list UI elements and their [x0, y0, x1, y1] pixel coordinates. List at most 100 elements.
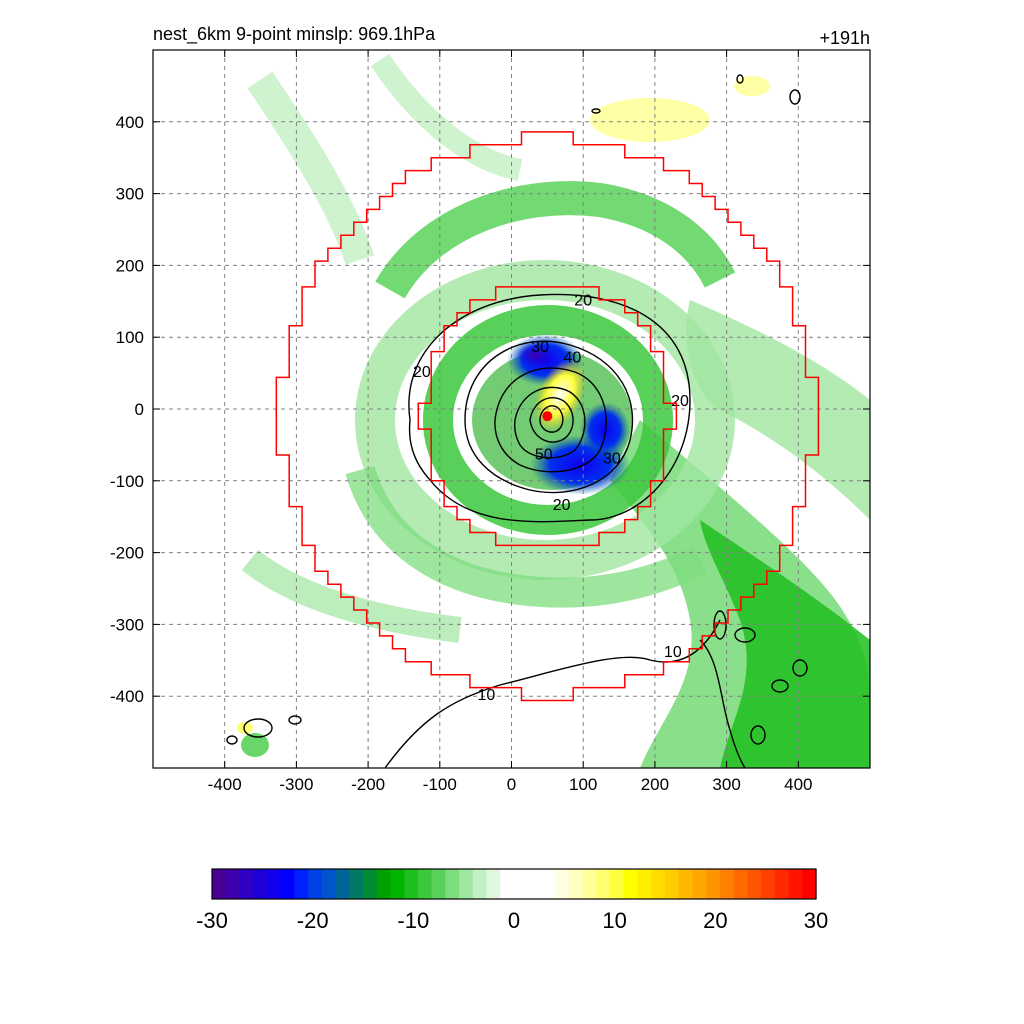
shade-northeast-yellow [734, 76, 770, 96]
contour-label-6: 30 [603, 450, 621, 467]
contour-small-3 [713, 610, 727, 640]
colorbar-segment-28 [596, 869, 611, 899]
axis-ticks: -400 -300 -200 -100 0 100 200 300 40040030020010… [110, 50, 870, 794]
shade-north-yellow [590, 98, 710, 142]
contour-label-3: 30 [531, 339, 549, 356]
x-tick-label-0: -400 [208, 775, 242, 794]
colorbar-segment-29 [610, 869, 625, 899]
x-tick-label-4: 0 [507, 775, 516, 794]
contour-label-4: 40 [564, 350, 582, 367]
y-tick-label-6: -200 [110, 544, 144, 563]
colorbar-segment-25 [555, 869, 570, 899]
colorbar-segment-8 [321, 869, 337, 899]
shade-southwest-arc [345, 465, 707, 608]
contour-50 [513, 386, 586, 459]
colorbar-segment-19 [472, 869, 488, 899]
colorbar-segment-16 [431, 869, 446, 899]
colorbar-segment-30 [623, 869, 639, 899]
colorbar-segment-40 [761, 869, 776, 899]
storm-center-marker [542, 411, 553, 422]
colorbar-segment-5 [280, 869, 295, 899]
colorbar-segment-0 [212, 869, 227, 899]
contour-label-8: 10 [478, 687, 496, 704]
y-tick-label-5: -100 [110, 472, 144, 491]
colorbar: -30 -20 -10 0 10 20 30 [196, 868, 828, 933]
x-tick-label-8: 400 [784, 775, 812, 794]
contour-label-1: 20 [413, 364, 431, 381]
colorbar-segment-31 [637, 869, 652, 899]
contour-small-2 [734, 627, 756, 643]
shade-west-band [241, 549, 462, 643]
colorbar-label-5: 20 [703, 908, 727, 933]
y-tick-label-1: 300 [116, 185, 144, 204]
x-tick-label-1: -300 [279, 775, 313, 794]
contour-small-4 [771, 679, 789, 693]
shade-north-arc [375, 181, 736, 299]
colorbar-segment-38 [733, 869, 748, 899]
colorbar-segment-11 [363, 869, 378, 899]
colorbar-segment-26 [568, 869, 584, 899]
colorbar-segment-15 [417, 869, 433, 899]
y-tick-label-7: -300 [110, 615, 144, 634]
colorbar-segment-9 [335, 869, 350, 899]
shade-mid-ring [423, 305, 673, 535]
colorbar-segment-24 [541, 869, 556, 899]
time-label: +191h [819, 28, 870, 48]
contour-label-2: 20 [671, 393, 689, 410]
y-tick-label-0: 400 [116, 113, 144, 132]
colorbar-segment-41 [774, 869, 790, 899]
shade-core-purple [517, 343, 553, 367]
contour-label-5: 50 [535, 447, 553, 464]
contour-40 [494, 367, 607, 473]
colorbar-segment-32 [651, 869, 666, 899]
colorbar-segment-33 [665, 869, 680, 899]
colorbar-label-4: 10 [602, 908, 626, 933]
colorbar-segment-42 [788, 869, 803, 899]
colorbar-label-3: 0 [508, 908, 520, 933]
colorbar-segment-7 [308, 869, 323, 899]
y-tick-label-3: 100 [116, 328, 144, 347]
y-tick-label-2: 200 [116, 256, 144, 275]
colorbar-segment-13 [390, 869, 405, 899]
colorbar-segment-22 [514, 869, 529, 899]
colorbar-label-6: 30 [804, 908, 828, 933]
colorbar-segment-2 [239, 869, 254, 899]
plot-area: 20 20 20 30 40 50 30 20 10 10 [153, 50, 870, 768]
colorbar-segment-3 [253, 869, 268, 899]
colorbar-segment-18 [459, 869, 474, 899]
colorbar-label-0: -30 [196, 908, 228, 933]
shade-north-upper [247, 71, 375, 265]
contour-label-9: 10 [664, 644, 682, 661]
colorbar-segment-21 [500, 869, 515, 899]
contour-small-5 [792, 659, 808, 677]
contour-10-east [699, 639, 746, 768]
contour-70 [539, 405, 564, 433]
x-tick-label-5: 100 [569, 775, 597, 794]
contour-labels: 20 20 20 30 40 50 30 20 10 10 [413, 292, 689, 704]
colorbar-segment-6 [294, 869, 309, 899]
shade-east-band [686, 300, 870, 520]
colorbar-segment-17 [445, 869, 460, 899]
colorbar-segment-4 [266, 869, 282, 899]
contour-small-9 [789, 89, 801, 105]
x-tick-label-3: -100 [423, 775, 457, 794]
colorbar-segment-27 [582, 869, 597, 899]
y-tick-label-8: -400 [110, 687, 144, 706]
shaded-field [237, 53, 870, 768]
y-tick-label-4: 0 [135, 400, 144, 419]
shade-north-lower [370, 53, 523, 181]
contour-small-8 [226, 735, 238, 745]
chart-title: nest_6km 9-point minslp: 969.1hPa [153, 24, 436, 45]
contour-small-7 [288, 715, 302, 725]
colorbar-segment-23 [527, 869, 543, 899]
x-tick-label-2: -200 [351, 775, 385, 794]
contour-small-10 [736, 74, 744, 84]
shade-core-blue-east [580, 402, 630, 458]
contour-small-11 [591, 108, 601, 114]
colorbar-segment-12 [376, 869, 392, 899]
shade-outer-ring [355, 260, 735, 580]
contour-small-6 [243, 718, 273, 738]
contour-30 [464, 340, 634, 494]
shade-southeast-core [700, 520, 870, 768]
outer-radius-boundary [275, 131, 820, 702]
